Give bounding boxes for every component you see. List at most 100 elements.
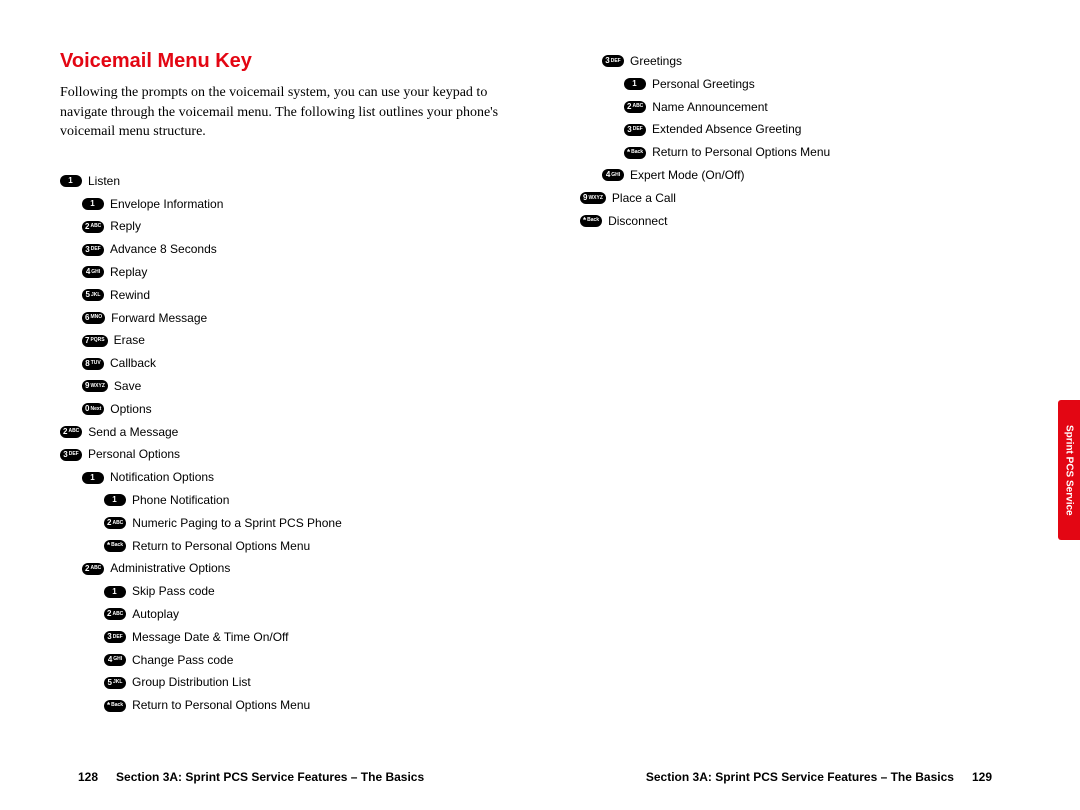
- keypad-key-icon: *Back: [104, 540, 126, 552]
- keypad-key-icon: 9WXYZ: [82, 380, 108, 392]
- menu-item: 6MNO Forward Message: [60, 307, 500, 330]
- keypad-key-icon: 6MNO: [82, 312, 105, 324]
- page-number-left: 128: [78, 770, 98, 784]
- menu-item: *BackReturn to Personal Options Menu: [60, 535, 500, 558]
- menu-item-label: Return to Personal Options Menu: [132, 694, 310, 717]
- menu-item-label: Personal Greetings: [652, 73, 755, 96]
- menu-item: *Back Return to Personal Options Menu: [60, 694, 500, 717]
- menu-item: *Back Disconnect: [580, 210, 1020, 233]
- page-number-right: 129: [972, 770, 992, 784]
- menu-item: 1 Notification Options: [60, 466, 500, 489]
- menu-item-label: Phone Notification: [132, 489, 229, 512]
- menu-item-label: Save: [114, 375, 141, 398]
- keypad-key-icon: 5JKL: [104, 677, 126, 689]
- intro-paragraph: Following the prompts on the voicemail s…: [60, 83, 500, 142]
- voicemail-menu-right: 3DEF Greetings 1 Personal Greetings 2ABC Name…: [580, 50, 1020, 232]
- right-page: 3DEF Greetings 1 Personal Greetings 2ABC Name…: [540, 0, 1080, 810]
- menu-item: 4GHI Change Pass code: [60, 649, 500, 672]
- page-spread: Voicemail Menu Key Following the prompts…: [0, 0, 1080, 810]
- menu-item: 3DEF Advance 8 Seconds: [60, 238, 500, 261]
- menu-item-label: Forward Message: [111, 307, 207, 330]
- menu-item-label: Numeric Paging to a Sprint PCS Phone: [132, 512, 341, 535]
- menu-item: 4GHI Replay: [60, 261, 500, 284]
- menu-item: 2ABC Name Announcement: [580, 96, 1020, 119]
- menu-item-label: Autoplay: [132, 603, 179, 626]
- menu-item-label: Erase: [114, 329, 145, 352]
- keypad-key-icon: 8TUV: [82, 358, 104, 370]
- menu-item: 1Envelope Information: [60, 193, 500, 216]
- keypad-key-icon: 2ABC: [60, 426, 82, 438]
- menu-item-label: Name Announcement: [652, 96, 767, 119]
- menu-item: 1 Phone Notification: [60, 489, 500, 512]
- menu-item: 3DEF Extended Absence Greeting: [580, 118, 1020, 141]
- keypad-key-icon: 4GHI: [104, 654, 126, 666]
- menu-item-label: Extended Absence Greeting: [652, 118, 801, 141]
- keypad-key-icon: 1: [82, 472, 104, 484]
- keypad-key-icon: 1: [60, 175, 82, 187]
- menu-item-label: Options: [110, 398, 151, 421]
- keypad-key-icon: 3DEF: [624, 124, 646, 136]
- keypad-key-icon: 1: [82, 198, 104, 210]
- menu-item: 1 Personal Greetings: [580, 73, 1020, 96]
- footer-section-text: Section 3A: Sprint PCS Service Features …: [116, 770, 424, 784]
- keypad-key-icon: 3DEF: [602, 55, 624, 67]
- menu-item-label: Replay: [110, 261, 147, 284]
- menu-item-label: Reply: [110, 215, 141, 238]
- keypad-key-icon: 1: [104, 494, 126, 506]
- menu-item: 0Next Options: [60, 398, 500, 421]
- menu-item-label: Personal Options: [88, 443, 180, 466]
- keypad-key-icon: 1: [624, 78, 646, 90]
- menu-item: 2ABCAutoplay: [60, 603, 500, 626]
- keypad-key-icon: 3DEF: [60, 449, 82, 461]
- keypad-key-icon: 3DEF: [104, 631, 126, 643]
- keypad-key-icon: *Back: [580, 215, 602, 227]
- side-tab: Sprint PCS Service: [1058, 400, 1080, 540]
- menu-item-label: Listen: [88, 170, 120, 193]
- menu-item: 5JKLRewind: [60, 284, 500, 307]
- menu-item: 3DEF Message Date & Time On/Off: [60, 626, 500, 649]
- menu-item-label: Return to Personal Options Menu: [652, 141, 830, 164]
- menu-item-label: Disconnect: [608, 210, 667, 233]
- menu-item: 3DEF Greetings: [580, 50, 1020, 73]
- menu-item: 2ABC Numeric Paging to a Sprint PCS Phone: [60, 512, 500, 535]
- keypad-key-icon: 0Next: [82, 403, 104, 415]
- keypad-key-icon: *Back: [104, 700, 126, 712]
- left-page: Voicemail Menu Key Following the prompts…: [0, 0, 540, 810]
- menu-item-label: Change Pass code: [132, 649, 233, 672]
- menu-item-label: Message Date & Time On/Off: [132, 626, 289, 649]
- menu-item-label: Send a Message: [88, 421, 178, 444]
- menu-item-label: Administrative Options: [110, 557, 230, 580]
- menu-item-label: Expert Mode (On/Off): [630, 164, 745, 187]
- menu-item-label: Callback: [110, 352, 156, 375]
- menu-item: 3DEF Personal Options: [60, 443, 500, 466]
- keypad-key-icon: 1: [104, 586, 126, 598]
- menu-item: 7PQRS Erase: [60, 329, 500, 352]
- menu-item-label: Advance 8 Seconds: [110, 238, 217, 261]
- left-footer: 128 Section 3A: Sprint PCS Service Featu…: [0, 770, 540, 784]
- menu-item: 9WXYZPlace a Call: [580, 187, 1020, 210]
- keypad-key-icon: *Back: [624, 147, 646, 159]
- right-footer: Section 3A: Sprint PCS Service Features …: [540, 770, 1080, 784]
- menu-item: 8TUV Callback: [60, 352, 500, 375]
- voicemail-menu-left: 1Listen1Envelope Information2ABCReply3DE…: [60, 170, 500, 717]
- keypad-key-icon: 2ABC: [624, 101, 646, 113]
- menu-item: 1 Skip Pass code: [60, 580, 500, 603]
- menu-item: 4GHI Expert Mode (On/Off): [580, 164, 1020, 187]
- keypad-key-icon: 4GHI: [602, 169, 624, 181]
- keypad-key-icon: 2ABC: [104, 517, 126, 529]
- menu-item: 9WXYZ Save: [60, 375, 500, 398]
- menu-item: 2ABC Send a Message: [60, 421, 500, 444]
- menu-item-label: Greetings: [630, 50, 682, 73]
- keypad-key-icon: 2ABC: [82, 221, 104, 233]
- menu-item: 2ABC Reply: [60, 215, 500, 238]
- keypad-key-icon: 3DEF: [82, 244, 104, 256]
- footer-section-text: Section 3A: Sprint PCS Service Features …: [646, 770, 954, 784]
- menu-item-label: Notification Options: [110, 466, 214, 489]
- keypad-key-icon: 7PQRS: [82, 335, 108, 347]
- keypad-key-icon: 5JKL: [82, 289, 104, 301]
- menu-item-label: Skip Pass code: [132, 580, 215, 603]
- menu-item: *Back Return to Personal Options Menu: [580, 141, 1020, 164]
- menu-item-label: Group Distribution List: [132, 671, 251, 694]
- keypad-key-icon: 2ABC: [82, 563, 104, 575]
- keypad-key-icon: 4GHI: [82, 266, 104, 278]
